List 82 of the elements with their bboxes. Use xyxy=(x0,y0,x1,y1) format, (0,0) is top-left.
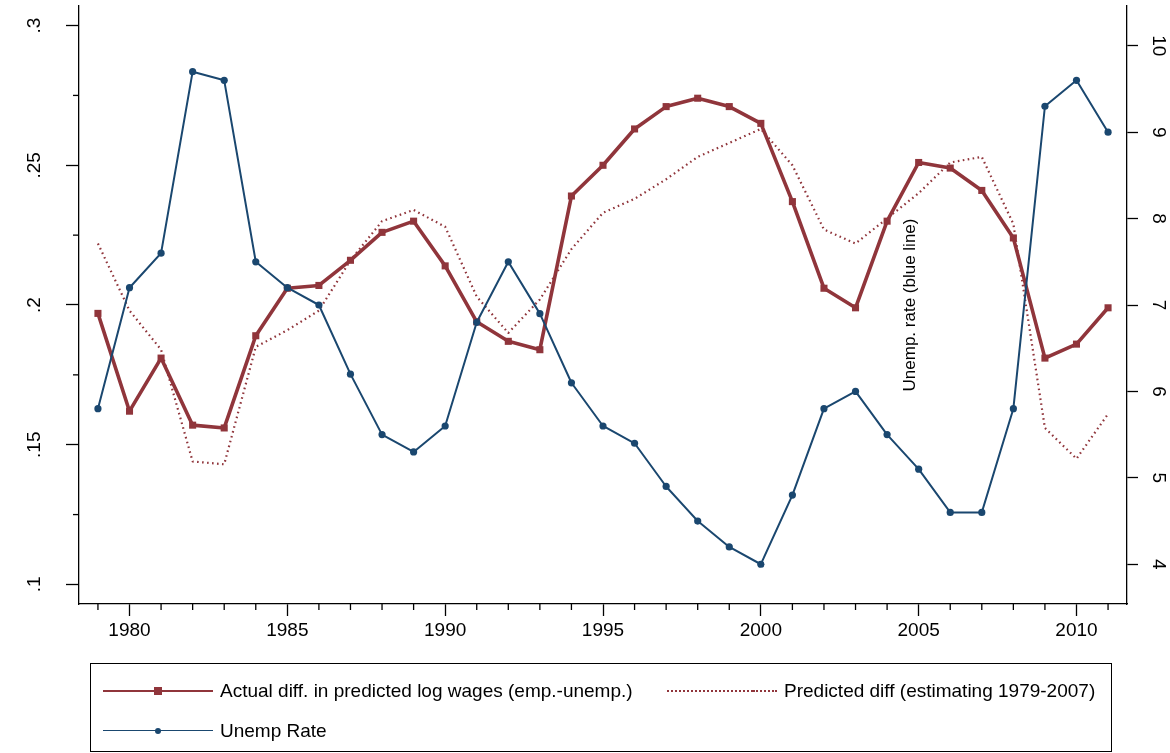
y2-tick-label: 5 xyxy=(1148,472,1170,484)
point xyxy=(915,465,923,473)
y2-tick-label: 4 xyxy=(1148,558,1170,570)
x-tick-label: 1990 xyxy=(424,619,467,641)
point xyxy=(504,337,512,345)
point xyxy=(125,407,134,415)
point xyxy=(725,543,733,551)
point xyxy=(978,186,986,194)
point xyxy=(441,262,449,270)
point xyxy=(567,379,576,387)
point xyxy=(631,125,639,133)
y2-tick-label: 6 xyxy=(1148,386,1170,397)
point xyxy=(94,405,102,413)
point xyxy=(315,281,323,289)
legend-label: Actual diff. in predicted log wages (emp.-unemp.) xyxy=(220,680,633,702)
legend-label: Predicted diff (estimating 1979-2007) xyxy=(784,680,1096,702)
point xyxy=(1072,76,1081,84)
y2-tick-label: 8 xyxy=(1148,213,1170,224)
point xyxy=(883,217,891,225)
point xyxy=(410,448,418,456)
point xyxy=(694,94,702,102)
point xyxy=(725,103,733,111)
y2-tick-label: 10 xyxy=(1148,35,1170,57)
x-tick-label: 1980 xyxy=(108,619,151,641)
point xyxy=(662,103,670,111)
point xyxy=(851,387,860,396)
point xyxy=(946,164,954,172)
point xyxy=(788,198,796,206)
point xyxy=(757,560,765,568)
legend-label: Unemp Rate xyxy=(220,720,327,742)
point xyxy=(978,508,986,516)
y-tick-label: .1 xyxy=(23,576,45,593)
point xyxy=(536,310,544,318)
point xyxy=(410,217,418,225)
point xyxy=(1104,128,1112,136)
point xyxy=(189,421,197,429)
point xyxy=(378,228,386,236)
point xyxy=(220,424,228,432)
point xyxy=(346,370,355,378)
point xyxy=(1041,102,1049,110)
point xyxy=(694,517,702,525)
point xyxy=(599,422,607,430)
x-tick-label: 2005 xyxy=(897,619,940,641)
y2-axis-title: Unemp. rate (blue line) xyxy=(899,218,919,392)
point xyxy=(820,405,828,413)
point xyxy=(883,431,891,439)
x-tick-label: 2010 xyxy=(1055,619,1098,641)
y2-tick-label: 7 xyxy=(1148,299,1170,311)
point xyxy=(946,508,954,516)
point xyxy=(599,161,607,169)
point xyxy=(1041,354,1049,362)
point xyxy=(315,301,323,309)
point xyxy=(220,76,228,84)
x-tick-label: 1995 xyxy=(581,619,625,641)
y-tick-label: .15 xyxy=(23,431,45,458)
point xyxy=(252,332,260,340)
point xyxy=(1072,340,1081,348)
y-tick-label: .25 xyxy=(23,152,45,179)
point xyxy=(757,119,765,127)
point xyxy=(662,482,670,491)
y-tick-label: .2 xyxy=(23,297,45,313)
y-tick-label: .3 xyxy=(23,17,45,34)
point xyxy=(567,192,575,200)
point xyxy=(788,491,796,499)
point xyxy=(630,439,639,447)
x-tick-label: 1985 xyxy=(266,619,309,641)
point xyxy=(504,258,512,266)
point xyxy=(852,304,860,312)
point xyxy=(252,258,260,266)
point xyxy=(157,249,165,257)
point xyxy=(94,309,102,317)
point xyxy=(441,422,449,430)
point xyxy=(189,68,197,76)
point xyxy=(1104,304,1112,312)
y2-tick-label: 9 xyxy=(1148,126,1170,138)
point xyxy=(536,346,544,354)
point xyxy=(125,284,134,292)
point xyxy=(820,284,828,292)
point xyxy=(378,431,386,439)
point xyxy=(1009,405,1017,413)
point xyxy=(915,158,923,167)
x-tick-label: 2000 xyxy=(739,619,782,641)
